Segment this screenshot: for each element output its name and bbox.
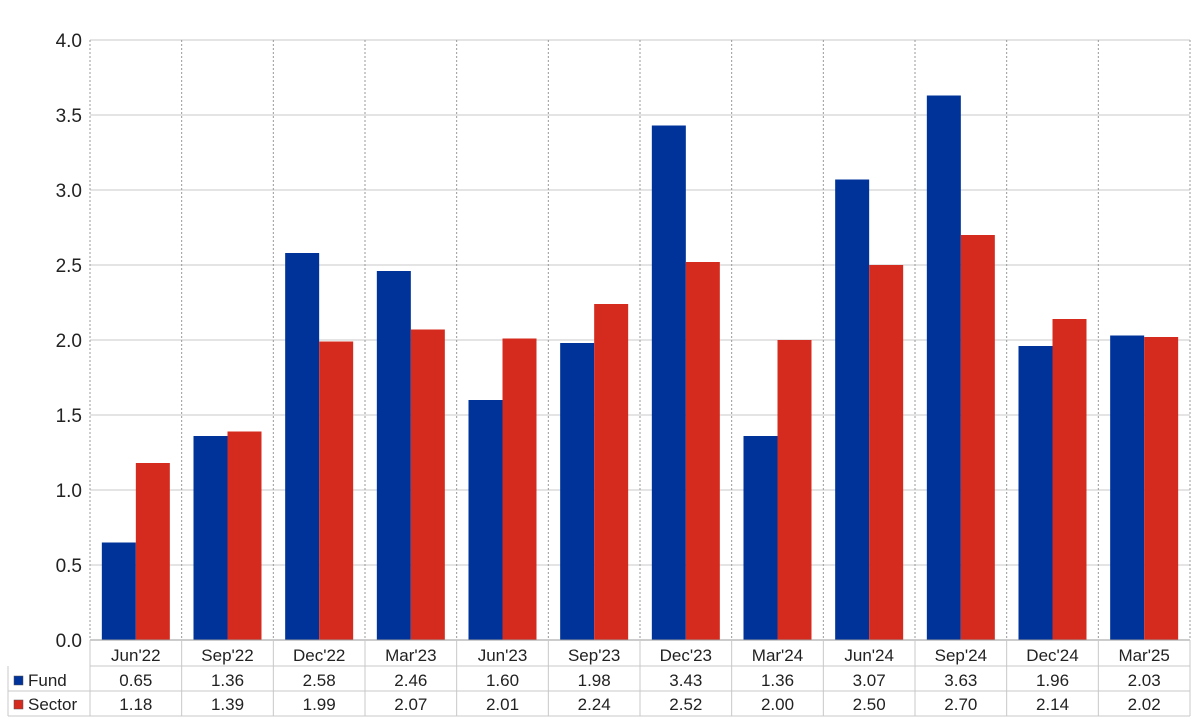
bar-fund <box>1018 346 1053 640</box>
x-tick-label: Jun'22 <box>111 646 161 665</box>
x-tick-label: Sep'24 <box>935 646 987 665</box>
data-value-sector: 1.39 <box>211 695 244 714</box>
data-value-fund: 2.58 <box>303 671 336 690</box>
x-tick-label: Sep'22 <box>201 646 253 665</box>
legend-label-fund: Fund <box>28 671 67 690</box>
data-value-sector: 2.70 <box>944 695 977 714</box>
data-value-sector: 1.18 <box>119 695 152 714</box>
data-value-sector: 2.00 <box>761 695 794 714</box>
y-tick-label: 0.0 <box>56 631 82 652</box>
x-tick-label: Jun'23 <box>478 646 528 665</box>
bar-sector <box>777 340 812 640</box>
y-tick-label: 0.5 <box>56 556 82 577</box>
bar-fund <box>835 179 870 640</box>
y-tick-label: 3.5 <box>56 106 82 127</box>
data-value-fund: 1.36 <box>211 671 244 690</box>
y-tick-label: 1.5 <box>56 406 82 427</box>
y-tick-label: 2.5 <box>56 256 82 277</box>
bar-sector <box>502 338 537 640</box>
data-value-fund: 3.07 <box>853 671 886 690</box>
data-value-sector: 2.14 <box>1036 695 1069 714</box>
bar-fund <box>651 125 686 640</box>
x-tick-label: Dec'24 <box>1026 646 1078 665</box>
bar-sector <box>960 235 995 640</box>
bar-fund <box>285 253 320 640</box>
bar-sector <box>410 329 445 640</box>
data-value-fund: 2.03 <box>1128 671 1161 690</box>
data-value-fund: 2.46 <box>394 671 427 690</box>
bar-sector <box>227 431 262 640</box>
data-value-fund: 1.36 <box>761 671 794 690</box>
y-tick-label: 1.0 <box>56 481 82 502</box>
data-value-sector: 2.01 <box>486 695 519 714</box>
bar-sector <box>1144 337 1179 640</box>
legend-label-sector: Sector <box>28 695 77 714</box>
grid-lines <box>89 39 1191 641</box>
bar-sector <box>869 265 904 640</box>
bar-fund <box>926 95 961 640</box>
legend-swatch-sector <box>13 699 24 710</box>
x-tick-label: Jun'24 <box>844 646 894 665</box>
data-value-sector: 2.24 <box>578 695 611 714</box>
data-value-fund: 0.65 <box>119 671 152 690</box>
bar-fund <box>101 542 136 640</box>
x-tick-label: Dec'23 <box>660 646 712 665</box>
y-tick-label: 4.0 <box>56 31 82 52</box>
bar-sector <box>594 304 629 640</box>
data-value-sector: 2.50 <box>853 695 886 714</box>
y-tick-label: 2.0 <box>56 331 82 352</box>
bar-fund <box>193 436 228 640</box>
data-value-fund: 1.60 <box>486 671 519 690</box>
bars <box>101 95 1179 640</box>
bar-sector <box>1052 319 1087 640</box>
data-value-sector: 2.02 <box>1128 695 1161 714</box>
bar-fund <box>743 436 778 640</box>
x-tick-label: Mar'23 <box>385 646 436 665</box>
bar-sector <box>685 262 720 640</box>
data-value-fund: 3.43 <box>669 671 702 690</box>
x-tick-label: Mar'25 <box>1118 646 1169 665</box>
legend-swatch-fund <box>13 675 24 686</box>
data-table: Jun'22 Sep'22 Dec'22 Mar'23 Jun'23 Sep'23 Dec'… <box>7 640 1191 717</box>
x-tick-label: Dec'22 <box>293 646 345 665</box>
bar-fund <box>468 400 503 640</box>
bar-sector <box>135 463 170 640</box>
data-value-fund: 1.96 <box>1036 671 1069 690</box>
data-value-fund: 3.63 <box>944 671 977 690</box>
x-tick-label: Sep'23 <box>568 646 620 665</box>
y-tick-label: 3.0 <box>56 181 82 202</box>
bar-fund <box>1110 335 1145 640</box>
data-value-sector: 2.07 <box>394 695 427 714</box>
data-value-sector: 2.52 <box>669 695 702 714</box>
bar-fund <box>560 343 595 640</box>
x-tick-label: Mar'24 <box>752 646 803 665</box>
data-value-sector: 1.99 <box>303 695 336 714</box>
bar-sector <box>319 341 354 640</box>
bar-fund <box>376 271 411 640</box>
data-value-fund: 1.98 <box>578 671 611 690</box>
